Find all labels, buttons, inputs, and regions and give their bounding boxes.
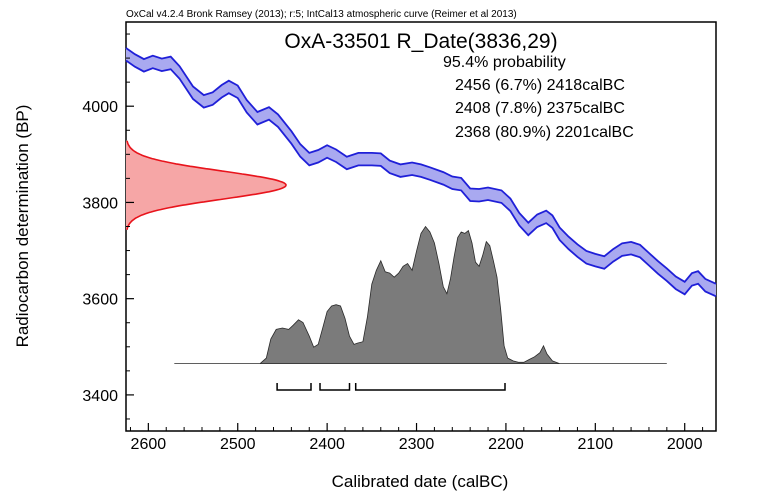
range-bracket-3 bbox=[354, 383, 506, 391]
y-tick-label: 3600 bbox=[82, 292, 118, 309]
y-tick-label: 4000 bbox=[82, 99, 118, 116]
range-label-2: 2408 (7.8%) 2375calBC bbox=[455, 100, 625, 117]
x-tick-label: 2500 bbox=[220, 436, 256, 453]
x-tick-label: 2100 bbox=[578, 436, 614, 453]
radiocarbon-distribution-outline bbox=[126, 140, 287, 230]
calibrated-distribution bbox=[174, 225, 667, 364]
range-bracket-2 bbox=[319, 383, 351, 391]
x-tick-label: 2000 bbox=[667, 436, 703, 453]
range-bracket-1 bbox=[276, 383, 312, 391]
x-tick-label: 2400 bbox=[309, 436, 345, 453]
y-tick-label: 3400 bbox=[82, 388, 118, 405]
y-tick-label: 3800 bbox=[82, 195, 118, 212]
x-tick-label: 2600 bbox=[131, 436, 167, 453]
chart-title: OxA-33501 R_Date(3836,29) bbox=[284, 30, 557, 53]
radiocarbon-distribution-fill bbox=[126, 140, 286, 230]
x-tick-label: 2300 bbox=[399, 436, 435, 453]
range-label-1: 2456 (6.7%) 2418calBC bbox=[455, 77, 625, 94]
plot-frame bbox=[125, 21, 717, 432]
calibration-curve-band bbox=[126, 48, 716, 297]
calibration-curve-upper bbox=[125, 47, 717, 285]
range-label-3: 2368 (80.9%) 2201calBC bbox=[455, 124, 634, 141]
x-axis-label: Calibrated date (calBC) bbox=[332, 472, 509, 491]
y-axis-label: Radiocarbon determination (BP) bbox=[13, 105, 32, 348]
software-credit: OxCal v4.2.4 Bronk Ramsey (2013); r:5; I… bbox=[126, 9, 517, 20]
calibration-curve-lower bbox=[125, 59, 717, 298]
x-tick-label: 2200 bbox=[488, 436, 524, 453]
probability-label: 95.4% probability bbox=[443, 54, 566, 71]
